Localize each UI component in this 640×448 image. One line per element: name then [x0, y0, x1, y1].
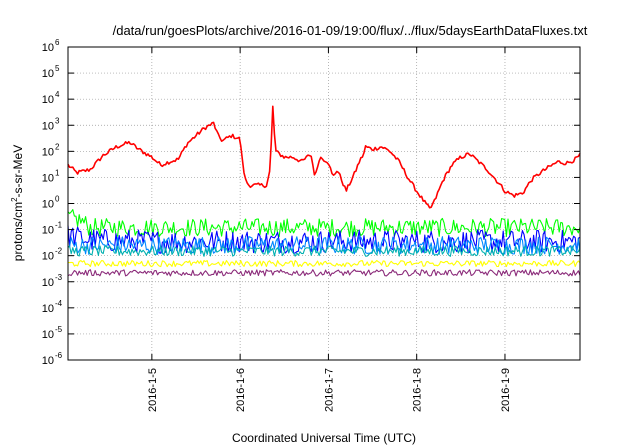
y-tick-exponent: 5 [55, 64, 60, 73]
y-tick-exponent: -3 [55, 273, 63, 282]
y-tick-label: 10 [42, 277, 54, 289]
y-axis-label-sup: 2 [10, 197, 19, 202]
y-tick-exponent: -4 [55, 299, 63, 308]
y-tick-exponent: -2 [55, 247, 63, 256]
y-tick-exponent: 4 [55, 90, 60, 99]
y-tick-label: 10 [42, 172, 54, 184]
x-tick-label: 2016-1-6 [235, 368, 247, 412]
x-axis-ticks: 2016-1-5 2016-1-6 2016-1-7 2016-1-8 2016-1-9 [147, 47, 512, 412]
series-line [67, 225, 581, 254]
y-tick-exponent: -1 [55, 221, 63, 230]
y-tick-exponent: 2 [55, 142, 60, 151]
x-tick-label: 2016-1-5 [147, 368, 159, 412]
y-tick-label: 10 [42, 225, 54, 237]
series-line [67, 259, 581, 268]
y-tick-label: 10 [42, 303, 54, 315]
x-tick-label: 2016-1-8 [412, 368, 424, 412]
y-tick-label: 10 [42, 146, 54, 158]
x-tick-label: 2016-1-9 [500, 368, 512, 412]
y-axis-label-suffix: -s-sr-MeV [11, 145, 25, 198]
series-line [67, 269, 581, 277]
x-axis-label: Coordinated Universal Time (UTC) [232, 431, 416, 445]
y-tick-label: 10 [42, 120, 54, 132]
series-line [67, 209, 581, 238]
y-tick-exponent: -6 [55, 351, 63, 360]
series-line [67, 105, 581, 209]
chart-title: /data/run/goesPlots/archive/2016-01-09/1… [113, 23, 588, 38]
y-tick-label: 10 [42, 94, 54, 106]
series-line [67, 245, 581, 257]
y-tick-exponent: 6 [55, 38, 60, 47]
y-tick-exponent: 0 [55, 195, 60, 204]
y-tick-label: 10 [42, 68, 54, 80]
y-axis-label: protons/cm2-s-sr-MeV [10, 145, 25, 261]
y-tick-label: 10 [42, 251, 54, 263]
y-tick-label: 10 [42, 329, 54, 341]
x-tick-label: 2016-1-7 [323, 368, 335, 412]
grid [68, 46, 580, 361]
series-layer [67, 105, 581, 277]
y-axis-label-prefix: protons/cm [11, 202, 25, 261]
y-tick-label: 10 [42, 199, 54, 211]
y-tick-exponent: 3 [55, 116, 60, 125]
series-line [67, 236, 581, 255]
y-tick-exponent: -5 [55, 325, 63, 334]
y-tick-label: 10 [42, 42, 54, 54]
y-tick-exponent: 1 [55, 168, 60, 177]
y-tick-label: 10 [42, 355, 54, 367]
